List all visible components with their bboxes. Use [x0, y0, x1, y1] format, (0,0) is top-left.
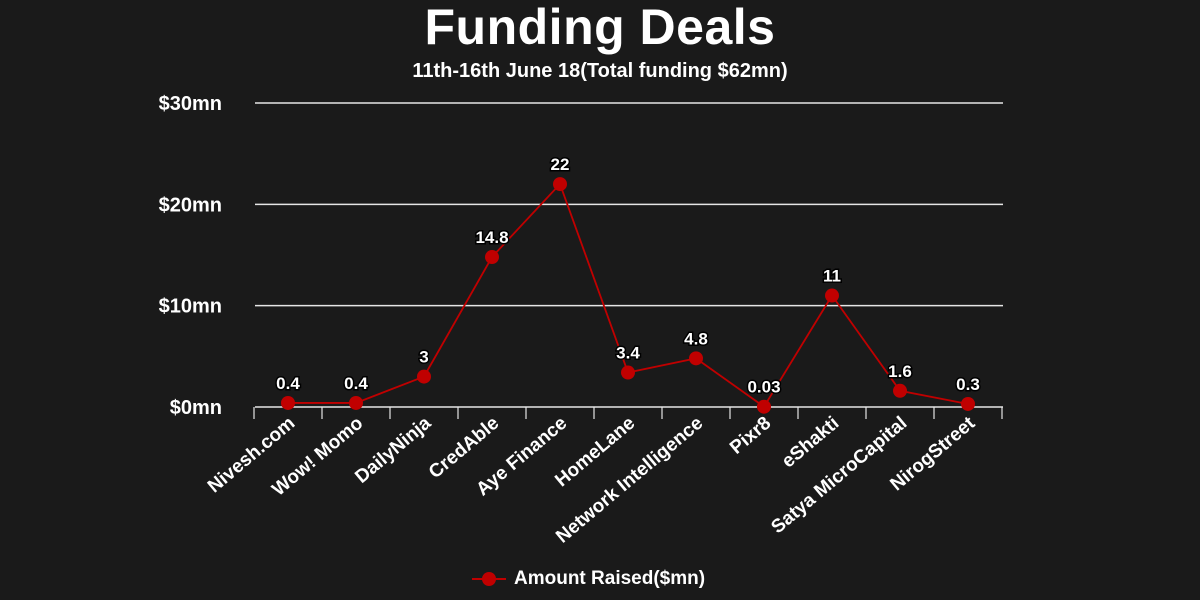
chart-subtitle: 11th-16th June 18(Total funding $62mn) [412, 60, 788, 82]
y-tick-label: $30mn [159, 93, 222, 115]
data-label: 3 [419, 348, 428, 367]
data-label: 1.6 [888, 362, 912, 381]
data-label: 0.03 [747, 378, 780, 397]
data-label: 11 [823, 267, 841, 286]
x-tick-label: eShakti [778, 413, 843, 473]
data-point [349, 395, 363, 410]
data-label: 0.4 [344, 374, 368, 393]
legend-label: Amount Raised($mn) [514, 568, 706, 589]
data-point [281, 395, 295, 410]
legend-marker-icon [472, 572, 506, 586]
chart-title: Funding Deals [424, 0, 776, 55]
data-point [621, 365, 635, 380]
x-tick-label: DailyNinja [351, 412, 435, 487]
data-point [417, 369, 431, 384]
data-label: 22 [551, 155, 570, 174]
y-tick-label: $0mn [170, 397, 222, 419]
data-label: 0.4 [276, 374, 300, 393]
x-tick-label: Pixr8 [726, 413, 775, 459]
data-label: 14.8 [475, 228, 508, 247]
data-label: 3.4 [616, 344, 640, 363]
y-tick-label: $20mn [159, 194, 222, 216]
data-label: 4.8 [684, 329, 708, 348]
data-point [689, 351, 703, 366]
data-point [553, 177, 567, 192]
data-point [825, 288, 839, 303]
data-point [485, 250, 499, 265]
legend[interactable]: Amount Raised($mn) [470, 566, 705, 592]
data-point [757, 399, 771, 414]
data-point [893, 383, 907, 398]
data-point [961, 396, 975, 411]
data-label: 0.3 [956, 375, 980, 394]
y-tick-label: $10mn [159, 296, 222, 318]
